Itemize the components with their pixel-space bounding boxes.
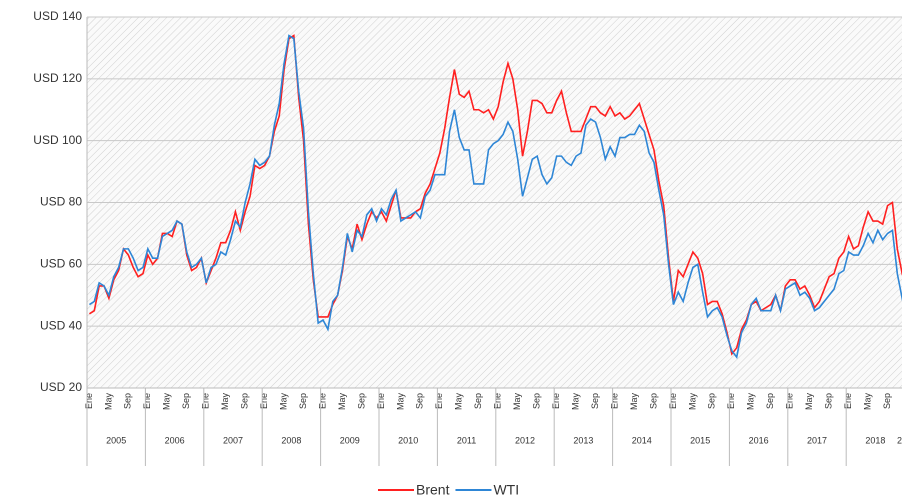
- year-label: 2010: [398, 435, 418, 445]
- x-tick-label: Sep: [415, 393, 425, 409]
- legend-label: Brent: [416, 482, 450, 498]
- line-series: [89, 34, 902, 356]
- year-label: 2017: [807, 435, 827, 445]
- x-tick-label: Ene: [493, 393, 503, 409]
- year-label: 2011: [457, 435, 476, 445]
- y-tick-label: USD 140: [33, 9, 82, 23]
- x-tick-label: Sep: [181, 393, 191, 409]
- x-tick-label: May: [395, 393, 405, 411]
- x-tick-label: Ene: [668, 393, 678, 409]
- x-tick-label: May: [512, 393, 522, 411]
- x-tick-label: May: [746, 393, 756, 411]
- x-tick-label: Ene: [84, 393, 94, 409]
- y-tick-label: USD 100: [33, 133, 82, 147]
- x-tick-label: Ene: [259, 393, 269, 409]
- x-tick-label: Sep: [765, 393, 775, 409]
- legend-label: WTI: [493, 482, 519, 498]
- x-tick-label: May: [337, 393, 347, 411]
- x-tick-label: May: [687, 393, 697, 411]
- year-label: 2006: [165, 435, 185, 445]
- y-tick-label: USD 80: [40, 195, 82, 209]
- year-label: 2009: [340, 435, 360, 445]
- year-label: 2019: [897, 435, 902, 445]
- year-label: 2013: [573, 435, 593, 445]
- x-tick-label: Sep: [240, 393, 250, 409]
- x-tick-label: Sep: [473, 393, 483, 409]
- x-tick-label: May: [103, 393, 113, 411]
- x-tick-label: Ene: [201, 393, 211, 409]
- x-tick-label: May: [629, 393, 639, 411]
- x-tick-label: May: [454, 393, 464, 411]
- x-tick-label: May: [162, 393, 172, 411]
- x-tick-label: Sep: [532, 393, 542, 409]
- x-tick-label: Sep: [882, 393, 892, 409]
- x-tick-label: Sep: [123, 393, 133, 409]
- y-tick-label: USD 40: [40, 318, 82, 332]
- year-label: 2015: [690, 435, 710, 445]
- x-tick-label: Ene: [843, 393, 853, 409]
- x-tick-label: Ene: [785, 393, 795, 409]
- x-tick-label: Sep: [298, 393, 308, 409]
- x-tick-label: Sep: [356, 393, 366, 409]
- x-tick-label: Sep: [707, 393, 717, 409]
- y-tick-label: USD 60: [40, 257, 82, 271]
- year-label: 2005: [106, 435, 126, 445]
- x-tick-label: May: [804, 393, 814, 411]
- x-tick-label: Ene: [434, 393, 444, 409]
- x-tick-label: May: [220, 393, 230, 411]
- y-tick-label: USD 120: [33, 71, 82, 85]
- x-tick-label: May: [570, 393, 580, 411]
- year-label: 2018: [865, 435, 885, 445]
- x-tick-label: Ene: [317, 393, 327, 409]
- year-label: 2014: [632, 435, 652, 445]
- y-tick-label: USD 20: [40, 380, 82, 394]
- x-tick-label: Ene: [376, 393, 386, 409]
- x-tick-label: Ene: [609, 393, 619, 409]
- year-label: 2007: [223, 435, 243, 445]
- year-label: 2016: [749, 435, 769, 445]
- year-label: 2008: [281, 435, 301, 445]
- x-tick-label: May: [278, 393, 288, 411]
- x-tick-label: Ene: [142, 393, 152, 409]
- x-tick-label: Ene: [551, 393, 561, 409]
- x-tick-label: Sep: [648, 393, 658, 409]
- year-label: 2012: [515, 435, 535, 445]
- line-series: [89, 34, 902, 359]
- x-tick-label: Sep: [590, 393, 600, 409]
- x-tick-label: Ene: [726, 393, 736, 409]
- x-tick-label: May: [862, 393, 872, 411]
- x-tick-label: Sep: [824, 393, 834, 409]
